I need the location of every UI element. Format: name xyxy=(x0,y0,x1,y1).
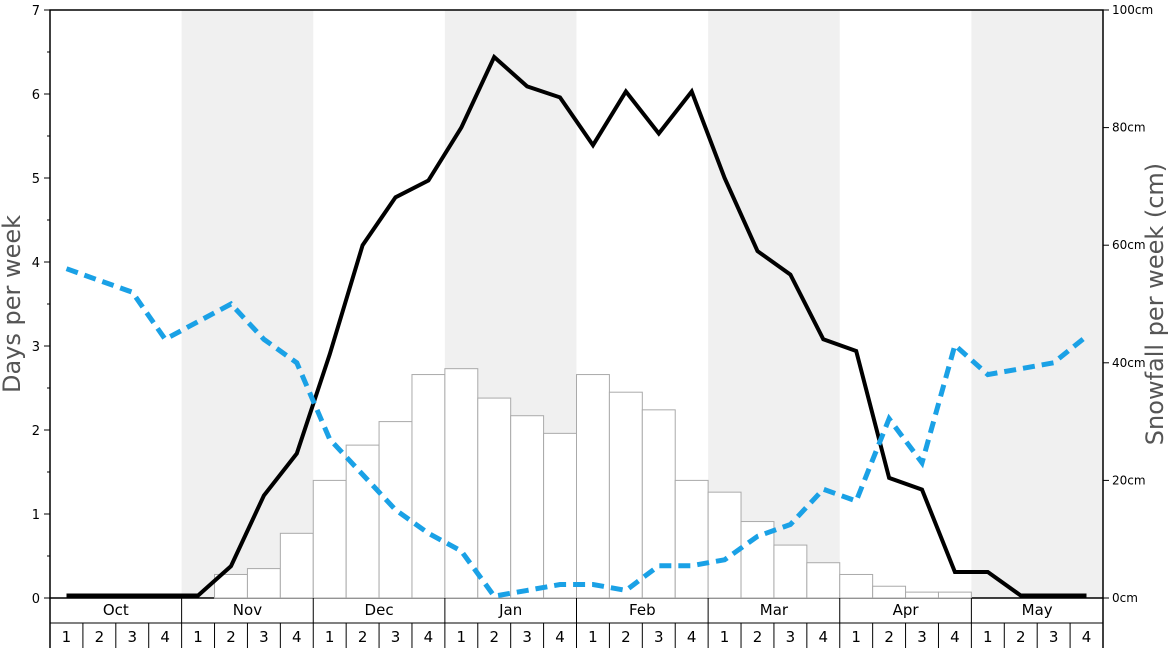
x-axis: Oct 1 2 3 4 Nov 1 2 3 4 Dec 1 2 3 4 Jan 1 2 3 4 Feb 1 2 3 4 Mar 1 2… xyxy=(49,598,1104,648)
snowfall-bar xyxy=(707,491,742,599)
left-tick-label: 0 xyxy=(32,592,40,607)
left-axis-title: Days per week xyxy=(0,215,26,393)
right-tick-label: 40cm xyxy=(1112,356,1146,370)
snowfall-bar xyxy=(477,397,512,599)
snowfall-bar xyxy=(576,374,610,599)
week-label: 4 xyxy=(160,628,170,646)
week-label: 4 xyxy=(1082,628,1092,646)
week-label: 3 xyxy=(127,628,137,646)
month-shade-nov xyxy=(181,10,314,598)
snowfall-line xyxy=(65,266,1089,599)
week-label: 4 xyxy=(424,628,434,646)
snowfall-bar xyxy=(773,544,808,599)
month-shade-may xyxy=(971,10,1103,598)
left-tick-label: 6 xyxy=(32,88,40,103)
week-label: 1 xyxy=(983,628,993,646)
left-tick-label: 5 xyxy=(32,172,40,187)
month-label: Oct xyxy=(103,601,129,619)
week-label: 2 xyxy=(884,628,894,646)
week-label: 2 xyxy=(753,628,763,646)
month-label: Apr xyxy=(893,601,920,619)
week-label: 2 xyxy=(1016,628,1026,646)
month-shading xyxy=(181,10,1103,598)
left-tick-label: 2 xyxy=(32,424,40,439)
right-axis-title: Snowfall per week (cm) xyxy=(1141,163,1168,445)
week-label: 2 xyxy=(489,628,499,646)
week-label: 3 xyxy=(786,628,796,646)
snowfall-bar xyxy=(312,479,347,599)
week-label: 3 xyxy=(917,628,927,646)
right-tick-label: 0cm xyxy=(1112,591,1138,605)
month-label: Nov xyxy=(233,601,262,619)
right-tick-label: 100cm xyxy=(1112,3,1153,17)
month-label: Mar xyxy=(760,601,789,619)
snow-days-line xyxy=(66,53,1087,598)
snowfall-bar xyxy=(674,479,709,599)
week-label: 3 xyxy=(1049,628,1059,646)
week-label: 1 xyxy=(720,628,730,646)
week-label: 1 xyxy=(851,628,861,646)
week-label: 3 xyxy=(259,628,269,646)
week-label: 1 xyxy=(325,628,335,646)
week-label: 1 xyxy=(62,628,72,646)
week-label: 2 xyxy=(621,628,631,646)
right-axis: 0cm 20cm 40cm 60cm 80cm 100cm xyxy=(1103,3,1153,605)
left-tick-label: 3 xyxy=(32,340,40,355)
month-label: May xyxy=(1022,601,1053,619)
week-label: 4 xyxy=(555,628,565,646)
month-label: Jan xyxy=(498,601,522,619)
right-tick-label: 80cm xyxy=(1112,121,1146,135)
snowfall-bar xyxy=(937,591,972,599)
week-label: 3 xyxy=(654,628,664,646)
left-tick-label: 4 xyxy=(32,256,40,271)
week-label: 2 xyxy=(358,628,368,646)
week-label: 3 xyxy=(522,628,532,646)
month-label: Feb xyxy=(629,601,656,619)
snowfall-bar xyxy=(872,585,907,599)
week-label: 4 xyxy=(292,628,302,646)
right-tick-label: 20cm xyxy=(1112,473,1146,487)
snowfall-bar xyxy=(839,573,874,599)
snowfall-bar xyxy=(641,409,676,599)
month-label: Dec xyxy=(365,601,394,619)
week-label: 2 xyxy=(226,628,236,646)
snowfall-bar xyxy=(608,391,643,599)
snowfall-bar xyxy=(279,532,314,599)
week-label: 2 xyxy=(95,628,105,646)
snowfall-bar xyxy=(806,562,841,599)
week-label: 4 xyxy=(819,628,829,646)
week-label: 4 xyxy=(687,628,697,646)
snowfall-bar xyxy=(510,415,545,599)
week-label: 3 xyxy=(391,628,401,646)
snowfall-bar xyxy=(444,368,479,599)
snowfall-bar xyxy=(411,374,446,599)
bar-series xyxy=(214,368,972,599)
week-label: 1 xyxy=(193,628,203,646)
snowfall-bar xyxy=(246,568,281,599)
week-label: 4 xyxy=(950,628,960,646)
left-tick-label: 7 xyxy=(32,4,40,19)
week-label: 1 xyxy=(457,628,467,646)
snowfall-bar xyxy=(345,444,380,599)
left-axis: 0 1 2 3 4 5 6 7 xyxy=(32,4,50,607)
line-series xyxy=(65,53,1089,599)
left-tick-label: 1 xyxy=(32,508,40,523)
right-tick-label: 60cm xyxy=(1112,238,1146,252)
week-label: 1 xyxy=(588,628,598,646)
snowfall-bar xyxy=(543,432,577,599)
snowfall-bar xyxy=(905,591,939,599)
snowfall-bar xyxy=(378,421,413,599)
